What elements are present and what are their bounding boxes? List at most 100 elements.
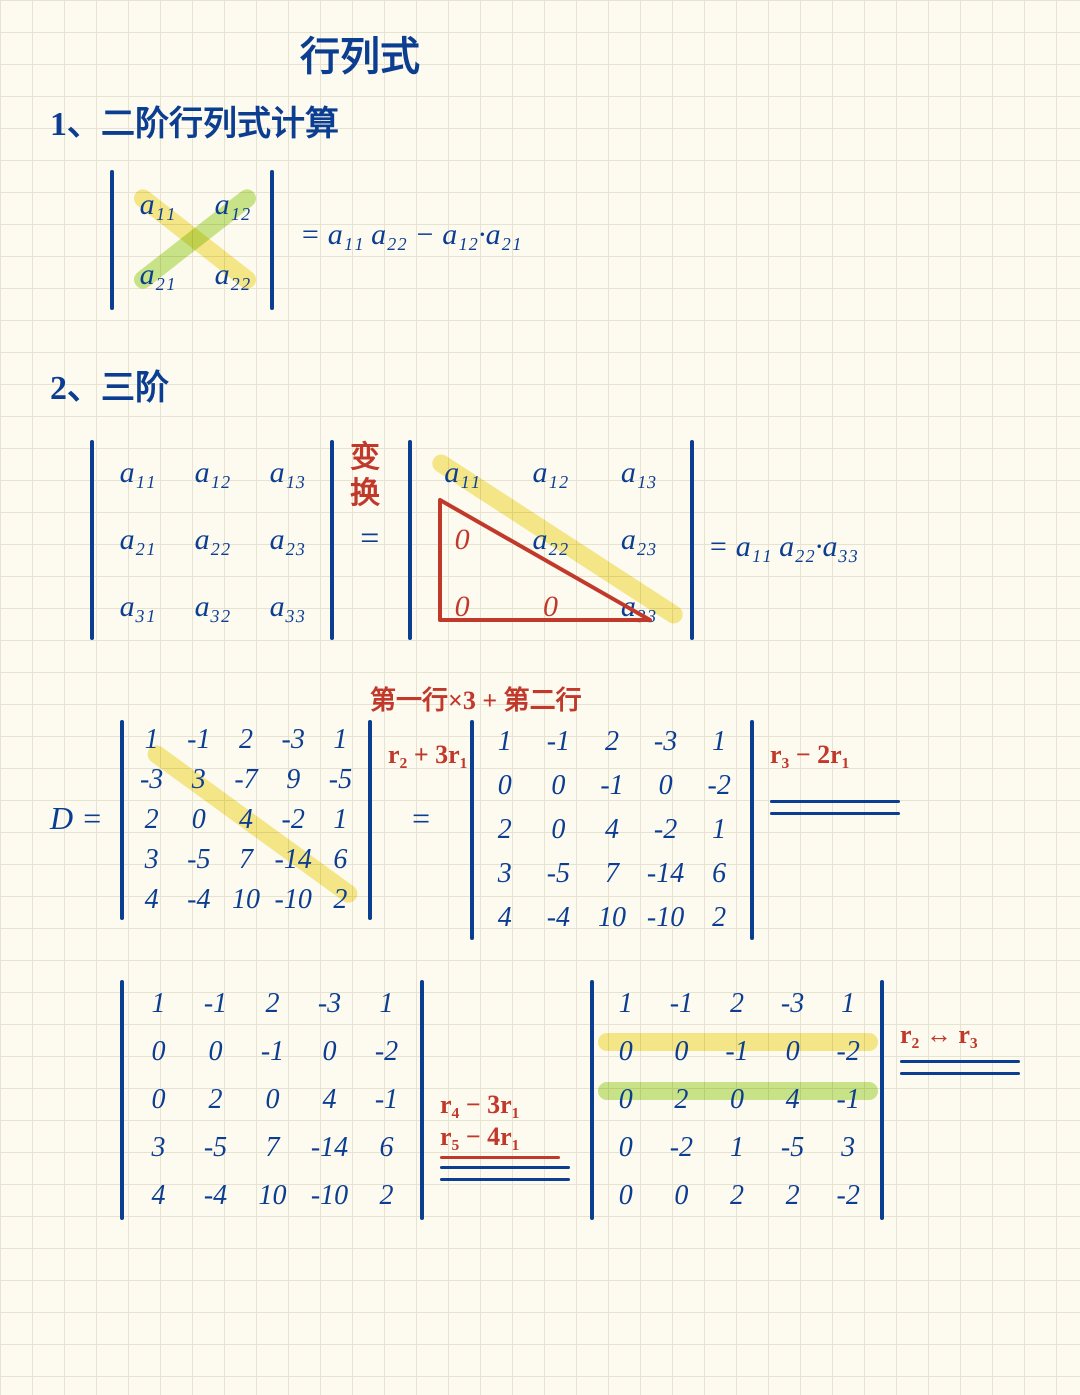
m0-bar-r bbox=[368, 720, 372, 920]
m2c: -1 bbox=[244, 1036, 301, 1068]
m0c: -2 bbox=[270, 804, 317, 836]
m1c: 0 bbox=[639, 770, 693, 802]
det5-m2: 1-12-31 00-10-2 0204-1 3-57-146 4-410-10… bbox=[130, 980, 415, 1220]
m3c: -2 bbox=[820, 1036, 876, 1068]
m1c: -10 bbox=[639, 902, 693, 934]
m3c: 0 bbox=[709, 1084, 765, 1116]
det2-matrix: a₁₁ a₁₂ a₂₁ a₂₂ bbox=[120, 170, 270, 310]
det2-cell: a₂₂ bbox=[195, 258, 270, 292]
m0c: -4 bbox=[175, 884, 222, 916]
det3-eq: = bbox=[358, 520, 381, 558]
m1-bar-r bbox=[750, 720, 754, 940]
m2c: 7 bbox=[244, 1132, 301, 1164]
m3c: 0 bbox=[598, 1180, 654, 1212]
underline1b bbox=[770, 812, 900, 815]
m1c: 1 bbox=[692, 726, 746, 758]
m1c: -4 bbox=[532, 902, 586, 934]
m0c: -7 bbox=[222, 764, 269, 796]
m3c: 0 bbox=[654, 1036, 710, 1068]
m3c: 1 bbox=[820, 988, 876, 1020]
det5-m3: 1-12-31 00-10-2 0204-1 0-21-53 0022-2 bbox=[598, 980, 876, 1220]
m0c: -3 bbox=[128, 764, 175, 796]
m0c: -3 bbox=[270, 724, 317, 756]
m2c: 2 bbox=[358, 1180, 415, 1212]
m1-bar-l bbox=[470, 720, 474, 940]
det5-D-label: D = bbox=[50, 800, 103, 837]
op-r4-minus-3r1: r₄ − 3r₁ bbox=[440, 1090, 520, 1120]
m0c: 3 bbox=[128, 844, 175, 876]
m2c: 4 bbox=[130, 1180, 187, 1212]
det5-note-top: 第一行×3 + 第二行 bbox=[370, 680, 582, 717]
m3c: 4 bbox=[765, 1084, 821, 1116]
det3-cell: a₂₃ bbox=[250, 523, 325, 557]
det3-cell: a₁₂ bbox=[175, 456, 250, 490]
underline-right-a bbox=[900, 1060, 1020, 1063]
m2-bar-l bbox=[120, 980, 124, 1220]
m1c: -3 bbox=[639, 726, 693, 758]
m2c: -4 bbox=[187, 1180, 244, 1212]
m3c: 1 bbox=[709, 1132, 765, 1164]
m0c: -14 bbox=[270, 844, 317, 876]
m2c: 1 bbox=[358, 988, 415, 1020]
zero-triangle-icon bbox=[430, 490, 660, 630]
m0c: 1 bbox=[317, 724, 364, 756]
m2c: -5 bbox=[187, 1132, 244, 1164]
det3r-bar-r bbox=[690, 440, 694, 640]
m1c: 1 bbox=[692, 814, 746, 846]
det2-cell: a₁₁ bbox=[120, 188, 195, 222]
m1c: 1 bbox=[478, 726, 532, 758]
m2c: -10 bbox=[301, 1180, 358, 1212]
m0c: -10 bbox=[270, 884, 317, 916]
op-r2-plus-3r1: r₂ + 3r₁ bbox=[388, 740, 468, 770]
m3c: -1 bbox=[709, 1036, 765, 1068]
m3c: -1 bbox=[654, 988, 710, 1020]
det3r-cell: a₁₂ bbox=[510, 456, 590, 490]
m3c: 0 bbox=[598, 1036, 654, 1068]
m3c: 1 bbox=[598, 988, 654, 1020]
underline-mid-a bbox=[440, 1166, 570, 1169]
m0c: 0 bbox=[175, 804, 222, 836]
op-r2-swap-r3: r₂ ↔ r₃ bbox=[900, 1020, 978, 1050]
m0c: -5 bbox=[175, 844, 222, 876]
m0c: 6 bbox=[317, 844, 364, 876]
det3-cell: a₃₁ bbox=[100, 590, 175, 624]
det2-bar-right bbox=[270, 170, 274, 310]
det2-cell: a₁₂ bbox=[195, 188, 270, 222]
m1c: 0 bbox=[532, 814, 586, 846]
m0c: 1 bbox=[128, 724, 175, 756]
m1c: -5 bbox=[532, 858, 586, 890]
m0c: 9 bbox=[270, 764, 317, 796]
m3-bar-l bbox=[590, 980, 594, 1220]
det3-cell: a₃₃ bbox=[250, 590, 325, 624]
det3-cell: a₂₁ bbox=[100, 523, 175, 557]
det3r-bar-l bbox=[408, 440, 412, 640]
m3c: -2 bbox=[654, 1132, 710, 1164]
m1c: 10 bbox=[585, 902, 639, 934]
m2c: 2 bbox=[244, 988, 301, 1020]
section2-heading: 2、三阶 bbox=[50, 360, 169, 409]
m0c: 2 bbox=[128, 804, 175, 836]
m2c: 0 bbox=[130, 1084, 187, 1116]
m3c: 2 bbox=[709, 1180, 765, 1212]
det3-left: a₁₁ a₁₂ a₁₃ a₂₁ a₂₂ a₂₃ a₃₁ a₃₂ a₃₃ bbox=[100, 440, 325, 640]
m1c: 0 bbox=[478, 770, 532, 802]
m0c: 4 bbox=[128, 884, 175, 916]
m3c: 0 bbox=[765, 1036, 821, 1068]
m2c: 4 bbox=[301, 1084, 358, 1116]
det3-cell: a₁₁ bbox=[100, 456, 175, 490]
op-r5-minus-4r1: r₅ − 4r₁ bbox=[440, 1122, 520, 1152]
m2c: 1 bbox=[130, 988, 187, 1020]
underline1a bbox=[770, 800, 900, 803]
m2c: 0 bbox=[301, 1036, 358, 1068]
det3-cell: a₂₂ bbox=[175, 523, 250, 557]
transform-label-2: 换 bbox=[350, 468, 380, 512]
m1c: -2 bbox=[692, 770, 746, 802]
det3-rhs: = a₁₁ a₂₂·a₃₃ bbox=[708, 530, 858, 564]
m2c: 0 bbox=[130, 1036, 187, 1068]
m1c: -1 bbox=[532, 726, 586, 758]
m3c: 0 bbox=[598, 1084, 654, 1116]
m0c: 10 bbox=[222, 884, 269, 916]
det2-cell: a₂₁ bbox=[120, 258, 195, 292]
m0c: 7 bbox=[222, 844, 269, 876]
m2c: 0 bbox=[187, 1036, 244, 1068]
